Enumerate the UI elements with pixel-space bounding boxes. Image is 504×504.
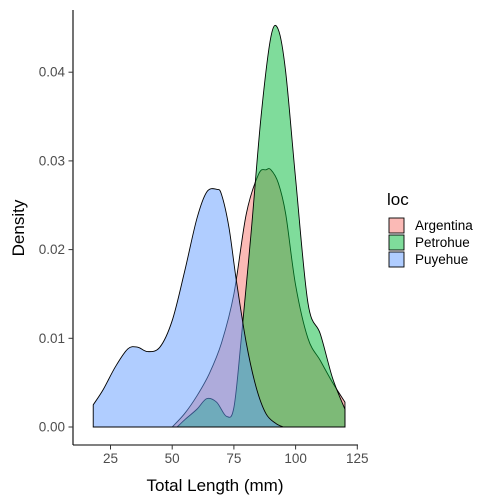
x-tick-label: 75 [226,451,241,466]
x-tick-label: 25 [103,451,118,466]
x-ticks: 25 50 75 100 125 [103,445,369,466]
density-area-puyehue [92,188,284,428]
legend-key-puyehue [388,251,405,268]
plot-area [92,24,346,428]
legend-label-petrohue: Petrohue [415,235,470,250]
x-tick-label: 50 [165,451,180,466]
y-tick-label: 0.03 [39,153,65,168]
y-tick-label: 0.00 [39,420,65,435]
y-axis-title: Density [9,199,28,256]
y-tick-label: 0.01 [39,331,65,346]
axes [72,10,358,446]
y-tick-label: 0.02 [39,242,65,257]
legend-label-puyehue: Puyehue [415,252,468,267]
y-tick-label: 0.04 [39,65,66,80]
x-axis-title: Total Length (mm) [147,476,284,495]
legend-key-petrohue [388,234,405,251]
y-ticks: 0.00 0.01 0.02 0.03 0.04 [39,65,73,435]
x-tick-label: 100 [284,451,307,466]
legend: loc Argentina Petrohue Puyehue [387,190,473,268]
legend-title: loc [387,190,409,209]
legend-key-argentina [388,217,405,234]
legend-label-argentina: Argentina [415,218,473,233]
x-tick-label: 125 [346,451,369,466]
